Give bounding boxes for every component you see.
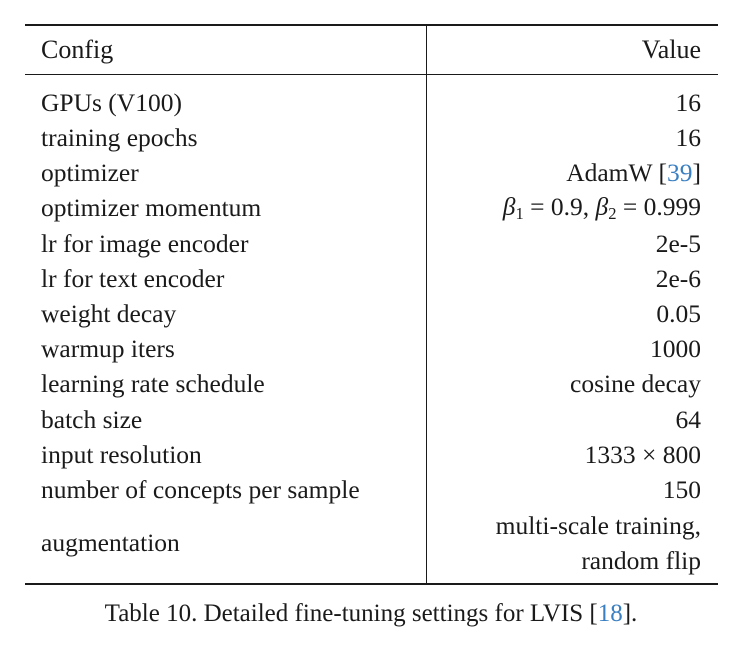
config-cell: learning rate schedule (25, 366, 427, 402)
value-line: multi-scale training, (495, 510, 701, 540)
settings-table: Config Value GPUs (V100) 16 training epo… (25, 24, 718, 585)
value-cell: 1333 × 800 (584, 439, 701, 469)
value-cell: 64 (675, 404, 702, 434)
table-row: lr for text encoder 2e-6 (25, 261, 718, 297)
config-cell: lr for text encoder (25, 261, 427, 297)
config-cell: optimizer momentum (25, 190, 427, 227)
value-cell: 2e-6 (655, 263, 701, 293)
value-cell: 2e-5 (655, 228, 701, 258)
config-cell: warmup iters (25, 331, 427, 367)
bottom-rule (25, 582, 718, 585)
config-cell: optimizer (25, 155, 427, 191)
beta1-symbol: β (502, 192, 516, 222)
header-config: Config (25, 26, 427, 74)
value-cell: 16 (675, 87, 702, 117)
config-cell: training epochs (25, 120, 427, 156)
value-cell: 1000 (650, 334, 701, 364)
optimizer-name: AdamW [ (566, 158, 667, 188)
header-rule (25, 74, 718, 76)
caption-suffix: ]. (622, 600, 638, 627)
beta2-value: = 0.999 (616, 192, 701, 222)
config-cell: lr for image encoder (25, 226, 427, 262)
config-cell: batch size (25, 401, 427, 438)
table-row: optimizer AdamW [39] (25, 155, 718, 191)
citation-link[interactable]: 18 (597, 600, 623, 627)
citation-link[interactable]: 39 (667, 158, 693, 188)
value-cell: cosine decay (570, 369, 701, 399)
table-row: batch size 64 (25, 401, 718, 438)
table-row: number of concepts per sample 150 (25, 472, 718, 508)
config-cell: input resolution (25, 437, 427, 473)
config-cell: GPUs (V100) (25, 85, 427, 121)
table-row: GPUs (V100) 16 (25, 85, 718, 121)
value-cell: β1 = 0.9, β2 = 0.999 (427, 191, 718, 226)
value-cell: 0.05 (656, 299, 701, 329)
table-row: learning rate schedule cosine decay (25, 366, 718, 402)
table-row: augmentation multi-scale training, rando… (25, 507, 718, 578)
top-rule (25, 24, 718, 26)
table-row: lr for image encoder 2e-5 (25, 226, 718, 262)
table-row: optimizer momentum β1 = 0.9, β2 = 0.999 (25, 190, 718, 227)
beta2-subscript: 2 (608, 204, 617, 224)
value-line: random flip (581, 545, 701, 575)
config-cell: number of concepts per sample (25, 472, 427, 508)
header-value: Value (641, 35, 701, 64)
table-row: training epochs 16 (25, 120, 718, 156)
value-cell: 16 (675, 123, 702, 153)
caption-text: Table 10. Detailed fine-tuning settings … (104, 600, 598, 627)
beta1-value: = 0.9, (523, 192, 596, 222)
config-cell: augmentation (25, 507, 427, 578)
value-cell: 150 (662, 474, 701, 504)
table-header-row: Config Value (25, 26, 718, 74)
table-caption: Table 10. Detailed fine-tuning settings … (0, 600, 742, 628)
table-row: warmup iters 1000 (25, 331, 718, 367)
beta2-symbol: β (595, 192, 609, 222)
bracket-close: ] (692, 158, 702, 188)
value-cell: multi-scale training, random flip (427, 508, 718, 578)
table-row: weight decay 0.05 (25, 296, 718, 332)
value-cell: AdamW [39] (427, 156, 718, 191)
table-row: input resolution 1333 × 800 (25, 437, 718, 473)
beta1-subscript: 1 (515, 204, 524, 224)
config-cell: weight decay (25, 296, 427, 332)
